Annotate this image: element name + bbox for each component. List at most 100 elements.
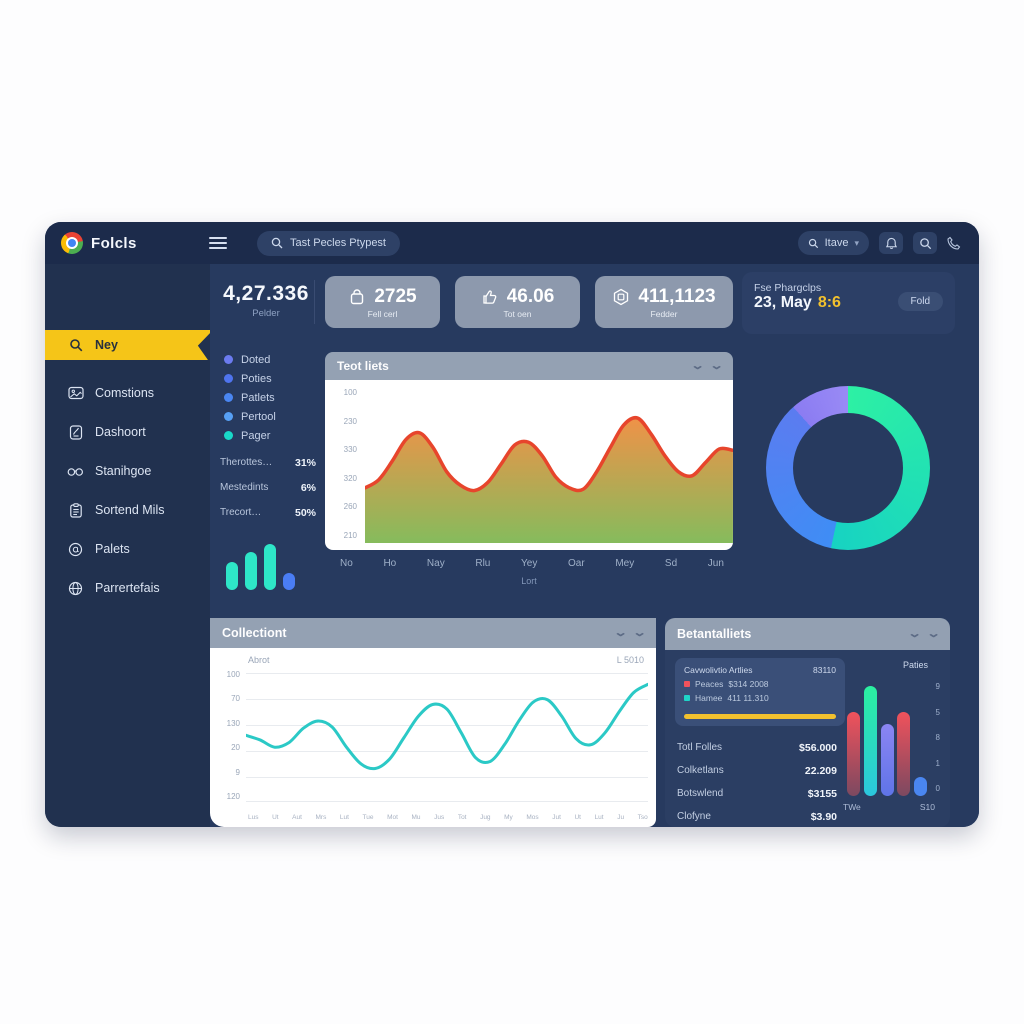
series-swatch [684, 681, 690, 687]
chevron-down-icon[interactable]: ⌄ [926, 627, 941, 640]
panel-header: Teot liets ⌄ ⌄ [325, 352, 733, 380]
bar [245, 551, 257, 590]
chevron-down-icon: ▾ [854, 237, 859, 248]
legend-label: Pertool [241, 410, 276, 423]
sidebar-item-stanihgoe[interactable]: Stanihgoe [45, 456, 210, 486]
tick-label: Lut [594, 814, 604, 821]
tick-label: No [340, 558, 353, 569]
bar [863, 685, 877, 796]
stat-card-label: Fedder [650, 308, 678, 319]
sidebar-item-comstions[interactable]: Comstions [45, 378, 210, 408]
progress-bar [684, 714, 836, 719]
subcard-row-label: Peaces [695, 679, 724, 689]
app-window: Folcls Tast Pecles Ptypest Itave ▾ [45, 222, 979, 827]
tick-label: Lut [339, 814, 349, 821]
chevron-down-icon[interactable]: ⌄ [632, 626, 647, 639]
row-value: 22.209 [804, 764, 837, 777]
sidebar-item-ney[interactable]: Ney [45, 330, 213, 360]
search-icon [919, 237, 931, 249]
percent-row: Therottes… 31% [220, 450, 316, 475]
bar-x-labels: TWe S10 [843, 802, 935, 812]
legend-label: Doted [241, 353, 271, 366]
tick-label: 0 [935, 784, 940, 793]
stat-card-value: 411,1123 [638, 285, 716, 307]
divider [314, 280, 315, 324]
subcard-row-label: Hamee [695, 693, 723, 703]
user-menu-dropdown[interactable]: Itave ▾ [797, 231, 869, 255]
area-chart [365, 415, 733, 544]
panel-title: Betantalliets [677, 627, 752, 641]
app-title: Folcls [91, 234, 137, 252]
percent-label: Trecort… [220, 507, 262, 518]
legend-dot [224, 431, 233, 440]
topbar-actions: Itave ▾ [797, 231, 979, 255]
detail-bar-chart [843, 680, 931, 796]
row-label: Colketlans [677, 765, 724, 776]
legend-dot [224, 355, 233, 364]
globe-icon [67, 581, 84, 596]
table-row: Clofyne $3.90 [677, 805, 837, 827]
panel-header: Collectiont ⌄ ⌄ [210, 618, 656, 648]
gridline [246, 777, 648, 778]
tick-label: Jut [552, 814, 561, 821]
y-axis-ticks: 100 230 330 320 260 210 [331, 388, 357, 540]
stat-card-2: 46.06 Tot oen [455, 276, 580, 328]
summary-subcard: Cavwolivtio Artlies 83110 Peaces $314 20… [675, 658, 845, 726]
line-chart [246, 682, 648, 771]
row-value: $56.000 [799, 741, 837, 754]
bell-icon [885, 237, 897, 249]
tick-label: 330 [343, 445, 357, 455]
subcard-row-value: 411 11.310 [727, 693, 769, 703]
stat-card-3: 411,1123 Fedder [595, 276, 733, 328]
tick-label: Mot [387, 814, 398, 821]
legend-dot [224, 412, 233, 421]
bar [283, 572, 295, 590]
chevron-down-icon[interactable]: ⌄ [612, 626, 628, 639]
table-row: Totl Folles $56.000 [677, 736, 837, 759]
subcard-title: Cavwolivtio Artlies [684, 665, 753, 675]
chevron-down-icon[interactable]: ⌄ [689, 359, 705, 372]
legend-dot [224, 374, 233, 383]
percent-value: 31% [294, 456, 316, 469]
phone-button[interactable] [947, 236, 961, 250]
notifications-button[interactable] [879, 232, 903, 254]
table-row: Botswlend $3155 [677, 782, 837, 805]
search-button[interactable] [913, 232, 937, 254]
document-icon [67, 424, 84, 440]
percent-summary: Therottes… 31% Mestedints 6% Trecort… 50… [220, 450, 316, 525]
tick-label: Yey [521, 558, 538, 569]
sidebar-item-sortend-mils[interactable]: Sortend Mils [45, 495, 210, 525]
tick-label: TWe [843, 802, 861, 812]
legend-item: Doted [224, 350, 276, 369]
sidebar-item-palets[interactable]: Palets [45, 534, 210, 564]
chart-annotation-right: L 5010 [616, 655, 644, 665]
sidebar-item-parrertefais[interactable]: Parrertefais [45, 573, 210, 603]
row-value: $3.90 [810, 810, 837, 823]
stat-card-value: 2725 [374, 285, 417, 307]
area-chart-body: 100 230 330 320 260 210 [325, 380, 733, 550]
search-placeholder: Tast Pecles Ptypest [290, 237, 386, 249]
tick-label: 230 [343, 416, 357, 426]
chevron-down-icon[interactable]: ⌄ [906, 627, 922, 640]
hexagon-icon [614, 288, 629, 305]
tick-label: Jug [480, 814, 491, 821]
sidebar-item-label: Dashoort [95, 425, 146, 439]
tick-label: S10 [919, 802, 935, 812]
percent-value: 6% [300, 481, 316, 494]
bag-icon [351, 288, 364, 304]
tick-label: Aut [292, 814, 302, 821]
area-chart-panel: Teot liets ⌄ ⌄ 100 230 330 320 260 210 [325, 352, 733, 550]
hamburger-menu-icon[interactable] [209, 237, 227, 249]
tick-label: Jun [707, 558, 724, 569]
tick-label: Mos [526, 814, 539, 821]
browser-logo-icon [61, 232, 83, 254]
fold-button[interactable]: Fold [897, 292, 943, 311]
x-axis-caption: Lort [521, 576, 537, 586]
row-value: $3155 [807, 787, 837, 800]
sidebar-item-dashoort[interactable]: Dashoort [45, 417, 210, 447]
chevron-down-icon[interactable]: ⌄ [709, 359, 724, 372]
brand: Folcls [45, 232, 195, 254]
clipboard-icon [67, 502, 84, 518]
search-input[interactable]: Tast Pecles Ptypest [257, 230, 400, 256]
sidebar-item-label: Parrertefais [95, 581, 160, 595]
